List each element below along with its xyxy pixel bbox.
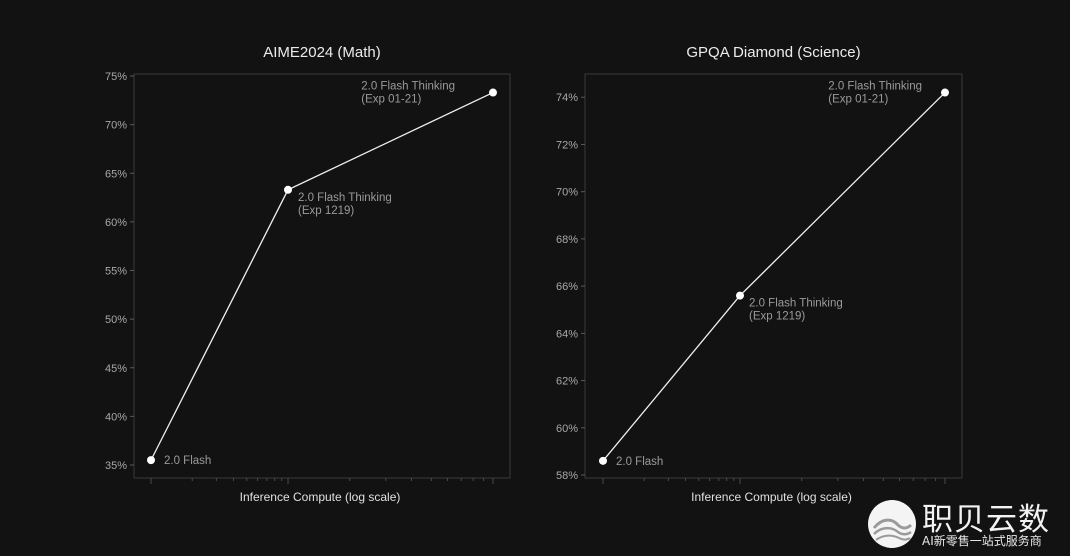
y-tick-label: 55% [105, 266, 127, 278]
series-line [150, 91, 494, 461]
series-line [602, 92, 946, 462]
chart-title: AIME2024 (Math) [263, 44, 381, 61]
data-label-line: 2.0 Flash Thinking [828, 81, 922, 93]
plot-frame [133, 73, 511, 479]
data-point [147, 456, 155, 465]
data-point [736, 291, 744, 300]
data-label: 2.0 Flash Thinking (Exp 01-21) [361, 81, 455, 106]
plot-frame [584, 73, 963, 479]
wave-circle-logo-icon [868, 500, 916, 548]
data-label: 2.0 Flash Thinking (Exp 01-21) [828, 81, 922, 106]
data-label-line: (Exp 1219) [298, 205, 354, 217]
data-point [284, 185, 292, 194]
watermark: 职贝云数 AI新零售一站式服务商 [862, 494, 1070, 556]
y-tick-label: 64% [556, 328, 578, 340]
y-tick-label: 58% [556, 470, 578, 482]
watermark-brand-name: 职贝云数 [922, 502, 1050, 538]
data-point [941, 88, 949, 97]
y-tick-label: 68% [556, 234, 578, 246]
data-label-line: (Exp 01-21) [361, 94, 421, 106]
data-label-line: 2.0 Flash Thinking [749, 298, 843, 310]
y-tick-label: 40% [105, 411, 127, 423]
x-axis-label: Inference Compute (log scale) [691, 490, 852, 504]
x-axis-label: Inference Compute (log scale) [240, 490, 401, 504]
y-tick-label: 45% [105, 363, 127, 375]
chart-panel-1: AIME2024 (Math) 35% 40% 45% 50% 55% 60% 65% 70% 7… [105, 44, 511, 504]
y-tick-label: 62% [556, 376, 578, 388]
data-label-line: (Exp 1219) [749, 311, 805, 323]
data-label-line: 2.0 Flash [616, 456, 663, 468]
y-tick-label: 65% [105, 168, 127, 180]
data-label: 2.0 Flash Thinking (Exp 1219) [749, 298, 843, 323]
data-label: 2.0 Flash [616, 456, 663, 468]
data-point [489, 88, 497, 97]
data-label-line: 2.0 Flash Thinking [298, 192, 392, 204]
y-tick-label: 70% [556, 187, 578, 199]
y-tick-label: 72% [556, 139, 578, 151]
data-label-line: (Exp 01-21) [828, 94, 888, 106]
data-label: 2.0 Flash [164, 455, 211, 467]
data-label-line: 2.0 Flash Thinking [361, 81, 455, 93]
chart-panel-2: GPQA Diamond (Science) 58% 60% 62% 64% 66% 68%… [556, 44, 963, 504]
data-label-line: 2.0 Flash [164, 455, 211, 467]
chart-title: GPQA Diamond (Science) [686, 44, 860, 61]
y-tick-label: 70% [105, 120, 127, 132]
y-tick-label: 35% [105, 460, 127, 472]
y-tick-label: 74% [556, 92, 578, 104]
y-tick-label: 60% [105, 217, 127, 229]
data-point [599, 456, 607, 465]
y-tick-label: 66% [556, 281, 578, 293]
y-tick-label: 60% [556, 423, 578, 435]
y-tick-label: 50% [105, 314, 127, 326]
watermark-tagline: AI新零售一站式服务商 [922, 534, 1042, 548]
data-label: 2.0 Flash Thinking (Exp 1219) [298, 192, 392, 217]
y-tick-label: 75% [105, 71, 127, 83]
